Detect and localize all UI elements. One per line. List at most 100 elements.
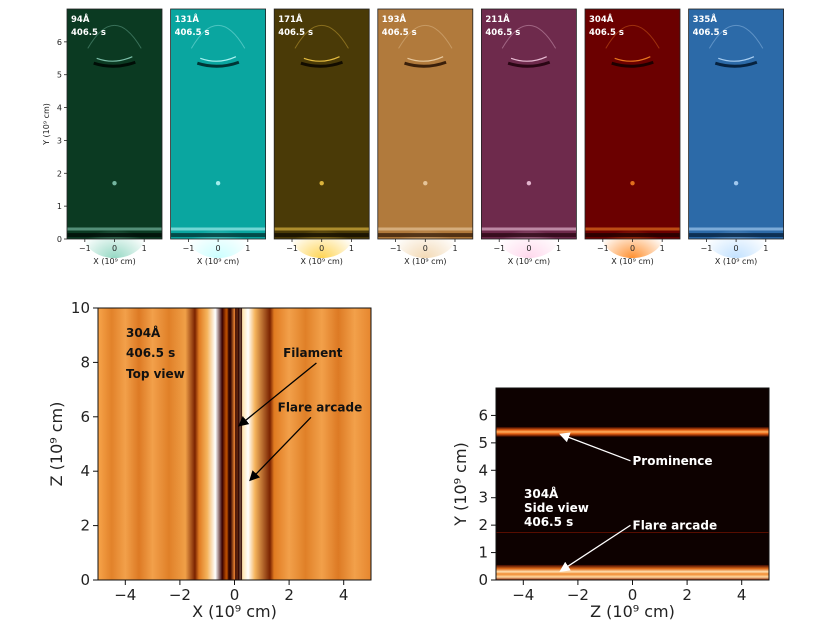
x-tick-label: −1 xyxy=(597,244,609,253)
annotation-label: Flare arcade xyxy=(633,518,718,532)
y-tick-label: 1 xyxy=(478,544,488,562)
prominence-bright-loop xyxy=(303,56,340,62)
y-tick-label: 0 xyxy=(478,571,488,589)
annotation-arrow xyxy=(559,432,631,462)
channel-label: 211Å xyxy=(485,14,510,25)
top-view-image xyxy=(98,308,371,580)
x-tick-label: 4 xyxy=(339,586,349,604)
coronal-loop xyxy=(501,24,557,49)
channel-panel-0: 94Å 406.5 s −1 0 1 X (10⁹ cm) 0 1 2 3 4 5 6 Y (10⁹ cm… xyxy=(42,8,163,266)
channel-label: 193Å xyxy=(382,14,407,25)
arcade-base-dark xyxy=(481,233,577,238)
arcade-base-dark xyxy=(585,233,680,238)
y-tick-label: 0 xyxy=(80,571,90,589)
arcade-base-bright xyxy=(688,227,784,231)
channel-label: 304Å xyxy=(524,486,559,501)
bright-spot xyxy=(112,180,117,186)
x-tick-label: 1 xyxy=(245,244,250,253)
x-tick-label: 1 xyxy=(349,244,354,253)
x-tick-label: 0 xyxy=(423,244,428,253)
panel-background xyxy=(688,9,784,239)
y-tick-label: 6 xyxy=(57,38,62,47)
y-tick-label: 0 xyxy=(57,235,62,244)
x-axis-label: Z (10⁹ cm) xyxy=(590,602,675,621)
bright-spot xyxy=(319,180,324,186)
time-label: 406.5 s xyxy=(524,515,573,529)
channel-label: 335Å xyxy=(693,14,718,25)
prominence-dark-streak xyxy=(196,60,240,68)
top-view-chart: −4 −2 0 2 4 0 2 4 6 8 10 X (10⁹ cm) Z (10⁹ cm) 304Å 40… xyxy=(47,299,372,621)
side-view-chart: −4 −2 0 2 4 0 1 2 3 4 5 6 Z (10⁹ cm) Y (10⁹ cm) 304ÅSi… xyxy=(451,387,770,621)
annotation-label: Prominence xyxy=(633,454,713,468)
side-view-image xyxy=(496,388,769,580)
x-tick-label: 0 xyxy=(630,244,635,253)
arcade-base-bright xyxy=(274,227,370,231)
x-tick-label: 1 xyxy=(763,244,768,253)
arcade-base-dark xyxy=(377,233,473,238)
time-label: 406.5 s xyxy=(693,28,728,38)
x-tick-label: 2 xyxy=(682,586,692,604)
time-label: 406.5 s xyxy=(589,28,624,38)
prominence-dark-streak xyxy=(507,60,551,68)
x-tick-label: 0 xyxy=(230,586,240,604)
channel-label: 94Å xyxy=(71,14,90,25)
x-tick-label: −2 xyxy=(169,586,191,604)
y-tick-label: 5 xyxy=(478,434,488,452)
x-tick-label: 4 xyxy=(737,586,747,604)
x-tick-label: −1 xyxy=(701,244,713,253)
x-tick-label: −1 xyxy=(183,244,195,253)
y-tick-label: 3 xyxy=(57,136,62,145)
y-tick-label: 5 xyxy=(57,71,62,80)
arcade-base-dark xyxy=(170,233,266,238)
bright-spot xyxy=(526,180,532,186)
x-tick-label: 1 xyxy=(660,244,665,253)
y-tick-label: 6 xyxy=(80,408,90,426)
x-tick-label: −1 xyxy=(493,244,505,253)
coronal-loop xyxy=(190,24,246,49)
x-tick-label: 0 xyxy=(319,244,324,253)
x-tick-label: 0 xyxy=(628,586,638,604)
bright-spot xyxy=(215,180,221,186)
y-axis-label: Y (10⁹ cm) xyxy=(451,442,470,527)
view-label: Top view xyxy=(126,367,185,381)
x-tick-label: 0 xyxy=(112,244,117,253)
channel-label: 131Å xyxy=(175,14,200,25)
time-label: 406.5 s xyxy=(382,28,417,38)
channel-panels: 94Å 406.5 s −1 0 1 X (10⁹ cm) 0 1 2 3 4 5 6 Y (10⁹ cm… xyxy=(42,8,784,266)
arcade-base-bright xyxy=(170,227,266,231)
y-tick-label: 2 xyxy=(57,169,62,178)
arcade-base-bright xyxy=(481,227,577,231)
view-label: Side view xyxy=(524,501,589,515)
time-label: 406.5 s xyxy=(71,28,106,38)
arcade-top-line xyxy=(496,532,769,533)
y-tick-label: 8 xyxy=(80,353,90,371)
prominence-dark-streak xyxy=(300,60,343,68)
x-axis-label: X (10⁹ cm) xyxy=(611,257,653,266)
panel-background xyxy=(481,9,577,239)
time-label: 406.5 s xyxy=(485,28,520,38)
annotation-arrow xyxy=(237,362,317,427)
prominence-dark-streak xyxy=(714,60,758,68)
y-tick-label: 10 xyxy=(71,299,90,317)
channel-panel-5: 304Å 406.5 s −1 0 1 X (10⁹ cm) xyxy=(584,8,681,266)
arcade-base-bright xyxy=(585,227,680,231)
x-axis-label: X (10⁹ cm) xyxy=(301,257,343,266)
x-axis-label: X (10⁹ cm) xyxy=(93,257,135,266)
prominence-bright-loop xyxy=(96,56,133,62)
y-tick-label: 6 xyxy=(478,406,488,424)
y-tick-label: 3 xyxy=(478,489,488,507)
arcade-base-dark xyxy=(67,233,162,238)
annotation-label: Filament xyxy=(283,346,343,360)
x-axis-label: X (10⁹ cm) xyxy=(715,257,757,266)
filament-strand xyxy=(235,308,237,580)
y-tick-label: 2 xyxy=(478,516,488,534)
x-tick-label: −4 xyxy=(512,586,534,604)
panel-background xyxy=(585,9,680,239)
channel-panel-2: 171Å 406.5 s −1 0 1 X (10⁹ cm) xyxy=(273,8,370,266)
prominence-dark-streak xyxy=(93,60,136,68)
coronal-loop xyxy=(708,24,764,49)
bright-spot xyxy=(423,180,428,186)
bright-spot xyxy=(733,180,739,186)
panel-background xyxy=(67,9,162,239)
prominence-bright-loop xyxy=(614,56,651,62)
